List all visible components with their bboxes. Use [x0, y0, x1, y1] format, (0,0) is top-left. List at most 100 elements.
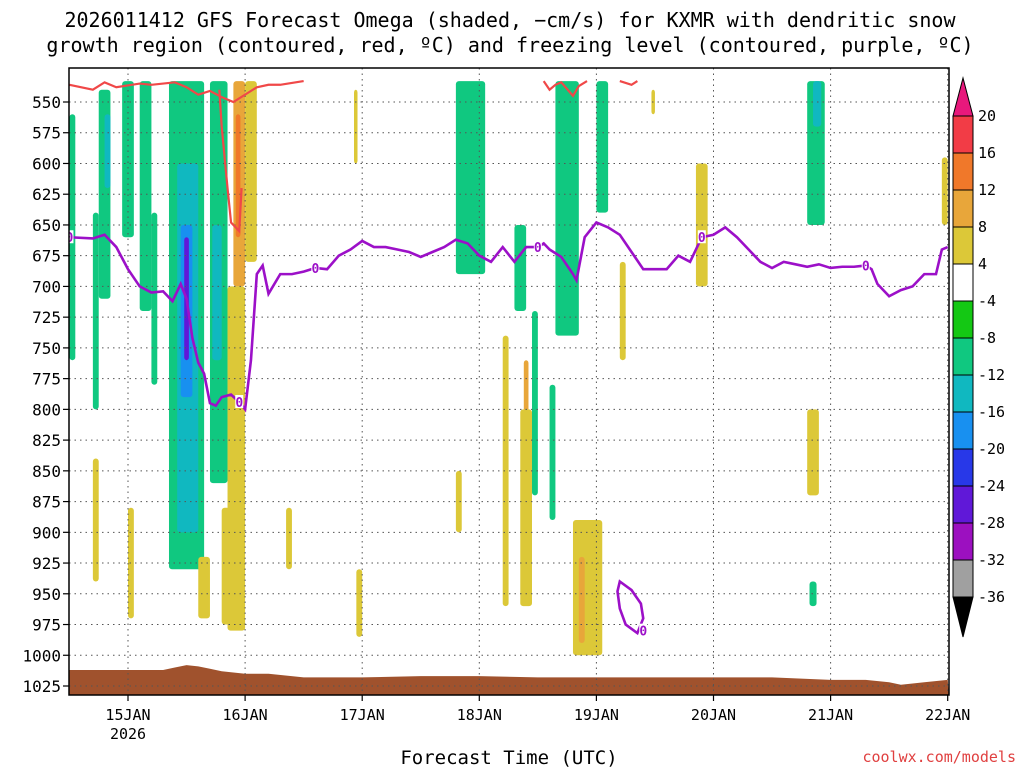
y-tick-label: 850: [32, 462, 61, 481]
chart-title-line1: 2026011412 GFS Forecast Omega (shaded, −…: [64, 8, 956, 32]
y-tick-label: 900: [32, 523, 61, 542]
y-tick-label: 925: [32, 554, 61, 573]
terrain-layer: [69, 665, 949, 695]
label-text: 0: [698, 231, 706, 246]
y-tick-label: 625: [32, 185, 61, 204]
colorbar-label: -36: [978, 588, 1005, 606]
y-tick-label: 975: [32, 616, 61, 635]
omega-shading: [69, 81, 948, 656]
freezing-level-line: [69, 220, 949, 413]
colorbar-swatch: [952, 152, 974, 191]
omega-region: [578, 556, 585, 643]
dgz-contour: [542, 80, 588, 98]
omega-region: [356, 569, 363, 637]
omega-region: [596, 81, 609, 213]
omega-region: [455, 81, 486, 275]
omega-region: [555, 81, 579, 336]
freezing-level-loop: [616, 579, 645, 636]
omega-region: [455, 470, 462, 533]
y-tick-label: 950: [32, 585, 61, 604]
colorbar: 20 16 12 8 4 -4 -8 -12 -16 -20 -24 -28 -32 -36: [952, 76, 1005, 638]
omega-region: [104, 114, 111, 189]
label-bg: [861, 258, 870, 272]
omega-region: [813, 81, 822, 127]
colorbar-label: -20: [978, 440, 1005, 458]
y-tick-label: 600: [32, 154, 61, 173]
omega-region: [807, 409, 819, 496]
colorbar-label: -16: [978, 403, 1005, 421]
omega-region: [198, 556, 210, 619]
label-text: 0: [862, 260, 870, 275]
omega-region: [531, 311, 538, 496]
label-text: 0: [534, 241, 542, 256]
credit-text: coolwx.com/models: [862, 748, 1016, 766]
omega-region: [139, 81, 152, 312]
colorbar-bottom-arrow: [952, 596, 974, 638]
colorbar-label: 8: [978, 218, 987, 236]
label-text: 0: [311, 262, 319, 277]
label-text: 0: [66, 231, 74, 246]
colorbar-swatch: [952, 522, 974, 561]
omega-region: [941, 157, 948, 225]
colorbar-label: -28: [978, 514, 1005, 532]
y-axis: 550 575 600 625 650 675 700 725 750 775 800 825 850 8…: [22, 93, 69, 696]
omega-region: [502, 335, 509, 607]
omega-region: [619, 261, 626, 361]
y-tick-label: 575: [32, 124, 61, 143]
chart-title-line2: growth region (contoured, red, ºC) and f…: [46, 33, 973, 57]
freezing-level-label: 0: [311, 260, 319, 277]
omega-region: [549, 384, 556, 521]
y-tick-label: 700: [32, 277, 61, 296]
label-bg: [697, 230, 706, 244]
colorbar-swatch: [952, 411, 974, 450]
label-text: 0: [639, 625, 647, 640]
x-axis-label: Forecast Time (UTC): [400, 747, 617, 768]
y-tick-label: 1000: [22, 646, 61, 665]
omega-region: [286, 507, 292, 570]
y-tick-label: 1025: [22, 677, 61, 696]
colorbar-label: -32: [978, 551, 1005, 569]
omega-region: [235, 114, 241, 238]
freezing-level-label: 0: [533, 240, 542, 256]
omega-region: [354, 89, 358, 164]
label-bg: [69, 230, 74, 244]
x-tick-label: 19JAN: [574, 706, 619, 724]
dgz-contours: [69, 80, 638, 234]
colorbar-label: -24: [978, 477, 1005, 495]
label-bg: [533, 240, 542, 254]
colorbar-label: 20: [978, 107, 996, 125]
colorbar-swatch: [952, 559, 974, 598]
dgz-contour: [218, 89, 243, 234]
x-tick-label: 22JAN: [925, 706, 970, 724]
y-tick-label: 675: [32, 247, 61, 266]
x-tick-label: 16JAN: [223, 706, 268, 724]
x-tick-label: 21JAN: [808, 706, 853, 724]
freezing-level-label: 0: [235, 394, 244, 411]
dgz-contour: [619, 80, 638, 86]
colorbar-label: -8: [978, 329, 996, 347]
freezing-level-label: 0: [861, 258, 870, 275]
colorbar-swatch: [952, 226, 974, 265]
x-tick-sublabel: 2026: [110, 725, 146, 743]
colorbar-swatch: [952, 374, 974, 413]
colorbar-swatch: [952, 448, 974, 487]
colorbar-swatch: [952, 263, 974, 302]
y-tick-label: 775: [32, 370, 61, 389]
dgz-contour: [69, 80, 304, 104]
omega-region: [151, 212, 158, 385]
y-tick-label: 875: [32, 493, 61, 512]
label-text: 0: [235, 396, 243, 411]
omega-region: [245, 81, 257, 262]
terrain-fill: [69, 665, 949, 695]
y-tick-label: 800: [32, 400, 61, 419]
y-tick-label: 825: [32, 431, 61, 450]
freezing-level-label: 0: [639, 623, 647, 640]
colorbar-swatch: [952, 115, 974, 154]
colorbar-swatch: [952, 300, 974, 339]
label-bg: [235, 394, 244, 408]
colorbar-swatch: [952, 485, 974, 524]
colorbar-label: 16: [978, 144, 996, 162]
y-tick-label: 725: [32, 308, 61, 327]
